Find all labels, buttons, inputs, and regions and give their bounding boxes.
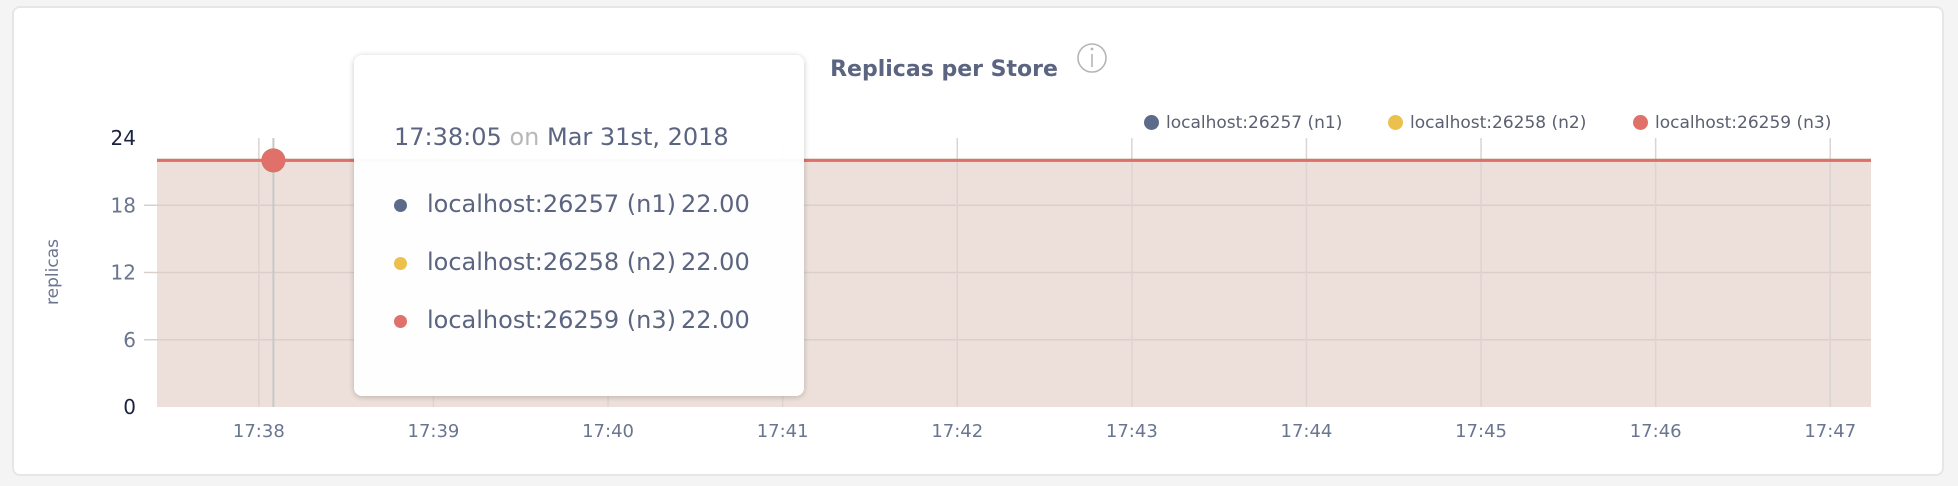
x-tick-label: 17:43: [1106, 421, 1158, 442]
legend-dot-icon: [1388, 115, 1403, 130]
tooltip-on: on: [509, 123, 540, 151]
hover-tooltip: 17:38:05 on Mar 31st, 2018 localhost:262…: [354, 55, 804, 396]
y-tick-label: 6: [123, 328, 136, 352]
legend-label: localhost:26258 (n2): [1410, 113, 1587, 133]
x-tick-label: 17:46: [1630, 421, 1682, 442]
tooltip-date: Mar 31st, 2018: [546, 123, 729, 151]
series-dot-icon: [394, 257, 407, 270]
legend-label: localhost:26259 (n3): [1655, 113, 1832, 133]
chart-title: Replicas per Store: [830, 57, 1058, 82]
tooltip-row-label: localhost:26257 (n1): [427, 190, 676, 218]
hover-point: [261, 148, 286, 173]
x-tick-label: 17:42: [931, 421, 983, 442]
x-tick-label: 17:38: [233, 421, 285, 442]
tooltip-row-value: 22.00: [681, 306, 750, 334]
x-tick-label: 17:39: [408, 421, 460, 442]
legend-dot-icon: [1144, 115, 1159, 130]
y-axis-label: replicas: [43, 239, 63, 305]
x-tick-label: 17:41: [757, 421, 809, 442]
series-dot-icon: [394, 199, 407, 212]
tooltip-row-value: 22.00: [681, 248, 750, 276]
x-tick-label: 17:45: [1455, 421, 1507, 442]
y-tick-label: 18: [111, 193, 136, 217]
tooltip-row-value: 22.00: [681, 190, 750, 218]
tooltip-timestamp: 17:38:05 on Mar 31st, 2018: [394, 123, 729, 151]
y-tick-label: 12: [111, 261, 136, 285]
legend-item-n2[interactable]: localhost:26258 (n2): [1388, 113, 1586, 133]
x-tick-label: 17:47: [1804, 421, 1856, 442]
tooltip-row-label: localhost:26258 (n2): [427, 248, 676, 276]
x-tick-label: 17:40: [582, 421, 634, 442]
legend-label: localhost:26257 (n1): [1166, 113, 1343, 133]
x-tick-label: 17:44: [1281, 421, 1333, 442]
tooltip-row-label: localhost:26259 (n3): [427, 306, 676, 334]
y-tick-label: 0: [123, 395, 136, 419]
info-circle-icon[interactable]: [1077, 43, 1107, 73]
legend-dot-icon: [1633, 115, 1648, 130]
series-dot-icon: [394, 315, 407, 328]
tooltip-time: 17:38:05: [394, 123, 502, 151]
y-tick-label: 24: [111, 126, 136, 150]
legend-item-n1[interactable]: localhost:26257 (n1): [1144, 113, 1342, 133]
legend-item-n3[interactable]: localhost:26259 (n3): [1633, 113, 1831, 133]
